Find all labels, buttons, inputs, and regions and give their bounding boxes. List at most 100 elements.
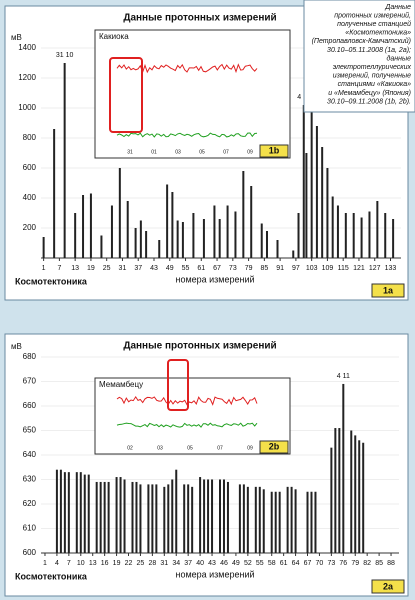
bar bbox=[352, 213, 355, 258]
x-tick-label: 115 bbox=[338, 265, 349, 272]
bar bbox=[226, 481, 229, 553]
annotation: 31 10 bbox=[56, 52, 74, 59]
bar bbox=[139, 484, 142, 553]
caption-line: 30.10–05.11.2008 (1a, 2a); bbox=[327, 47, 411, 54]
bar bbox=[119, 477, 122, 553]
bar bbox=[63, 472, 66, 553]
bar bbox=[260, 223, 263, 258]
y-tick-label: 630 bbox=[23, 475, 37, 484]
bar bbox=[392, 219, 395, 258]
inset-x-label: 03 bbox=[175, 149, 181, 155]
bar bbox=[270, 491, 273, 553]
bar bbox=[118, 168, 121, 258]
y-tick-label: 670 bbox=[23, 377, 37, 386]
bar bbox=[278, 491, 281, 553]
bar bbox=[135, 481, 138, 553]
bar bbox=[242, 171, 245, 258]
bar bbox=[306, 491, 309, 553]
inset-highlight bbox=[167, 359, 189, 411]
inset-x-label: 07 bbox=[223, 149, 229, 155]
x-tick-label: 25 bbox=[103, 265, 111, 272]
y-tick-label: 1200 bbox=[18, 73, 36, 82]
x-tick-label: 1 bbox=[42, 265, 46, 272]
x-tick-label: 85 bbox=[260, 265, 268, 272]
inset-x-label: 09 bbox=[247, 149, 253, 155]
bar bbox=[362, 442, 365, 553]
bar bbox=[342, 383, 345, 553]
x-tick-label: 31 bbox=[160, 560, 168, 567]
bar bbox=[187, 484, 190, 553]
x-tick-label: 40 bbox=[196, 560, 204, 567]
y-tick-label: 800 bbox=[23, 133, 37, 142]
bar bbox=[358, 440, 361, 553]
x-tick-label: 25 bbox=[137, 560, 145, 567]
bar bbox=[145, 231, 148, 258]
inset-title: Какиока bbox=[99, 32, 129, 41]
y-tick-label: 1000 bbox=[18, 103, 36, 112]
inset-frame bbox=[94, 377, 291, 455]
inset-label: 1b bbox=[269, 145, 280, 155]
bar bbox=[246, 486, 249, 553]
y-tick-label: 610 bbox=[23, 524, 37, 533]
x-tick-label: 13 bbox=[71, 265, 79, 272]
bar bbox=[297, 213, 300, 258]
bar bbox=[326, 168, 329, 258]
bar bbox=[292, 250, 295, 258]
x-tick-label: 16 bbox=[101, 560, 109, 567]
x-tick-label: 46 bbox=[220, 560, 228, 567]
x-tick-label: 133 bbox=[385, 265, 397, 272]
inset-trace bbox=[116, 422, 258, 428]
bar bbox=[321, 147, 324, 258]
inset-trace bbox=[116, 132, 258, 138]
bar bbox=[314, 491, 317, 553]
bar bbox=[258, 486, 261, 553]
bar bbox=[360, 217, 363, 258]
inset-x-label: 09 bbox=[247, 445, 253, 451]
x-tick-label: 1 bbox=[43, 560, 47, 567]
bar bbox=[100, 235, 103, 258]
bar bbox=[305, 153, 308, 258]
x-tick-label: 13 bbox=[89, 560, 97, 567]
y-tick-label: 650 bbox=[23, 426, 37, 435]
x-tick-label: 19 bbox=[113, 560, 121, 567]
bar bbox=[354, 435, 357, 553]
bar bbox=[242, 484, 245, 553]
x-tick-label: 61 bbox=[197, 265, 205, 272]
bar bbox=[123, 479, 126, 553]
caption-line: Данные bbox=[384, 4, 411, 11]
x-tick-label: 55 bbox=[256, 560, 264, 567]
x-tick-label: 37 bbox=[134, 265, 142, 272]
chart-title: Данные протонных измерений bbox=[123, 13, 276, 24]
x-tick-label: 76 bbox=[339, 560, 347, 567]
x-axis-label: номера измерений bbox=[175, 274, 254, 284]
bar bbox=[55, 469, 58, 553]
x-tick-label: 43 bbox=[150, 265, 158, 272]
bar bbox=[219, 479, 221, 553]
caption-line: и «Мемамбецу» (Япония) bbox=[328, 89, 411, 97]
y-tick-label: 200 bbox=[23, 223, 37, 232]
y-tick-label: 680 bbox=[23, 352, 37, 361]
bar bbox=[107, 481, 110, 553]
bar bbox=[338, 428, 341, 553]
bar bbox=[336, 205, 339, 258]
bar bbox=[290, 486, 293, 553]
bar bbox=[166, 184, 169, 258]
x-tick-label: 28 bbox=[148, 560, 156, 567]
bar bbox=[274, 491, 277, 553]
bar bbox=[67, 472, 70, 553]
bar bbox=[139, 220, 142, 258]
x-axis-label: номера измерений bbox=[175, 569, 254, 579]
x-tick-label: 91 bbox=[276, 265, 284, 272]
inset-x-label: 01 bbox=[151, 149, 157, 155]
bar bbox=[250, 186, 253, 258]
caption-line: измерений, полученные bbox=[333, 72, 411, 80]
chart-title: Данные протонных измерений bbox=[123, 341, 276, 352]
inset-x-label: 07 bbox=[217, 445, 223, 451]
caption-line: 30.10–09.11.2008 (1b, 2b). bbox=[327, 98, 411, 105]
bar bbox=[63, 63, 66, 258]
y-axis-label: мВ bbox=[11, 33, 22, 42]
x-tick-label: 73 bbox=[229, 265, 237, 272]
x-tick-label: 7 bbox=[57, 265, 61, 272]
